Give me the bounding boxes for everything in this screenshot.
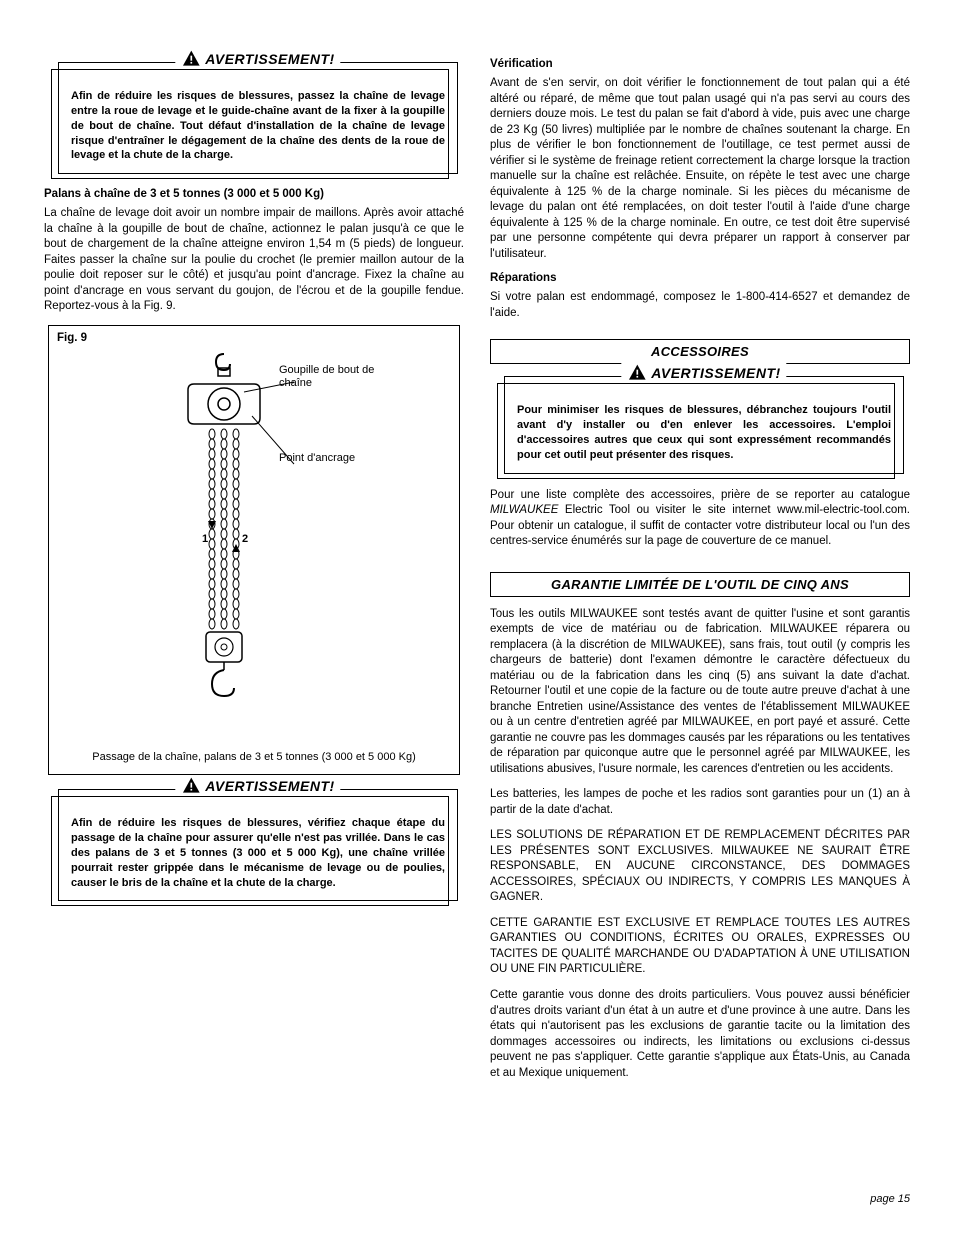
warning-body-1: Afin de réduire les risques de blessures… — [71, 89, 445, 163]
left-column: AVERTISSEMENT! Afin de réduire les risqu… — [44, 50, 464, 1193]
accessoires-body: Pour une liste complète des accessoires,… — [490, 488, 910, 550]
document-page: AVERTISSEMENT! Afin de réduire les risqu… — [0, 0, 954, 1235]
reparations-body: Si votre palan est endommagé, composez l… — [490, 290, 910, 321]
warning-icon — [627, 363, 647, 383]
two-column-layout: AVERTISSEMENT! Afin de réduire les risqu… — [44, 50, 910, 1193]
warning-icon — [181, 49, 201, 69]
garantie-p2: Les batteries, les lampes de poche et le… — [490, 787, 910, 818]
warning-header: AVERTISSEMENT! — [621, 363, 786, 383]
hoist-diagram: 1 2 — [94, 344, 414, 744]
warning-box-1: AVERTISSEMENT! Afin de réduire les risqu… — [58, 62, 458, 174]
figure-drawing: 1 2 — [57, 344, 451, 744]
page-number: page 15 — [44, 1193, 910, 1205]
garantie-p3: LES SOLUTIONS DE RÉPARATION ET DE REMPLA… — [490, 828, 910, 906]
warning-header: AVERTISSEMENT! — [175, 49, 340, 69]
verification-heading: Vérification — [490, 58, 910, 70]
verification-body: Avant de s'en servir, on doit vérifier l… — [490, 76, 910, 262]
arrow-1-label: 1 — [202, 533, 208, 545]
figure-caption: Passage de la chaîne, palans de 3 et 5 t… — [57, 750, 451, 764]
warning-body-3: Pour minimiser les risques de blessures,… — [517, 403, 891, 462]
reparations-heading: Réparations — [490, 272, 910, 284]
warning-box-2: AVERTISSEMENT! Afin de réduire les risqu… — [58, 789, 458, 901]
callout-goupille: Goupille de bout de chaîne — [279, 364, 389, 390]
warning-box-3: AVERTISSEMENT! Pour minimiser les risque… — [504, 376, 904, 473]
callout-ancrage: Point d'ancrage — [279, 452, 369, 465]
accessoires-section-title: ACCESSOIRES — [490, 339, 910, 364]
warning-title: AVERTISSEMENT! — [205, 51, 334, 67]
palans-heading: Palans à chaîne de 3 et 5 tonnes (3 000 … — [44, 188, 464, 200]
warning-title: AVERTISSEMENT! — [205, 778, 334, 794]
warning-icon — [181, 776, 201, 796]
figure-label: Fig. 9 — [57, 332, 451, 344]
warning-header: AVERTISSEMENT! — [175, 776, 340, 796]
palans-body: La chaîne de levage doit avoir un nombre… — [44, 206, 464, 315]
brand-name: MILWAUKEE — [490, 504, 558, 516]
arrow-2-label: 2 — [242, 533, 248, 545]
garantie-p1: Tous les outils MILWAUKEE sont testés av… — [490, 607, 910, 778]
figure-9: Fig. 9 — [48, 325, 460, 775]
accessoires-body-pre: Pour une liste complète des accessoires,… — [490, 489, 910, 501]
warning-body-2: Afin de réduire les risques de blessures… — [71, 816, 445, 890]
garantie-section-title: GARANTIE LIMITÉE DE L'OUTIL DE CINQ ANS — [490, 572, 910, 597]
garantie-p5: Cette garantie vous donne des droits par… — [490, 988, 910, 1081]
warning-title: AVERTISSEMENT! — [651, 365, 780, 381]
right-column: Vérification Avant de s'en servir, on do… — [490, 50, 910, 1193]
garantie-p4: CETTE GARANTIE EST EXCLUSIVE ET REMPLACE… — [490, 916, 910, 978]
